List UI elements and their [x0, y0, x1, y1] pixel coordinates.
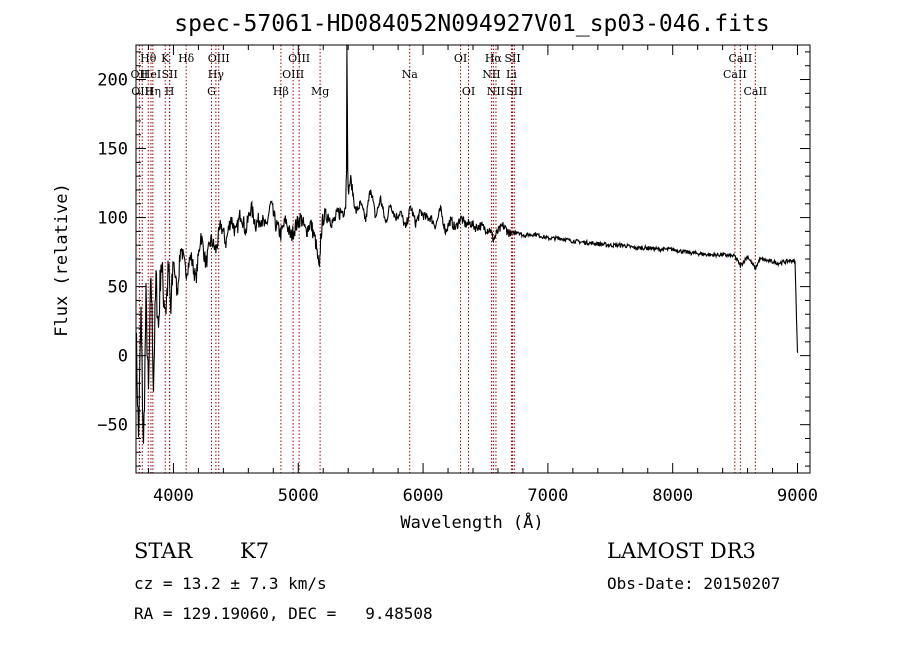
x-tick-label: 6000 — [403, 486, 444, 506]
y-tick-label: −50 — [97, 416, 128, 436]
x-axis-label: Wavelength (Å) — [400, 511, 543, 533]
line-label-25: CaII — [729, 52, 753, 65]
y-tick-label: 0 — [118, 347, 128, 367]
line-label-23: Li — [506, 68, 517, 81]
line-label-20: NII — [482, 68, 500, 81]
spectrum-line — [135, 44, 799, 444]
x-tick-label: 5000 — [278, 486, 319, 506]
x-axis: 4000 5000 6000 7000 8000 9000 — [147, 45, 818, 506]
line-label-11: G — [207, 85, 216, 98]
line-label-2: OIII — [131, 85, 153, 98]
object-subclass: K7 — [240, 539, 270, 563]
line-label-16: Na — [402, 68, 419, 81]
coordinates: RA = 129.19060, DEC = 9.48508 — [134, 604, 433, 623]
plot-frame — [135, 44, 811, 474]
y-axis: −50 0 50 100 150 200 — [97, 51, 810, 467]
line-label-6: SII — [162, 68, 178, 81]
obs-date: Obs-Date: 20150207 — [607, 574, 781, 593]
spectral-line-markers — [138, 45, 756, 473]
line-label-14: Hβ — [273, 85, 289, 98]
line-label-15: Mg — [311, 85, 329, 98]
line-label-9: OIII — [208, 52, 230, 65]
line-label-5: K — [161, 52, 170, 65]
line-label-1: OII — [131, 68, 149, 81]
line-label-18: OI — [462, 85, 475, 98]
y-tick-label: 150 — [97, 140, 128, 160]
chart-title: spec-57061-HD084052N094927V01_sp03-046.f… — [174, 11, 769, 37]
x-tick-label: 8000 — [652, 486, 693, 506]
line-label-17: OI — [454, 52, 467, 65]
line-label-22: SII — [504, 52, 520, 65]
line-label-13: OIII — [282, 68, 304, 81]
line-label-19: Hα — [485, 52, 503, 65]
line-label-24: SII — [506, 85, 522, 98]
line-label-12: OIII — [288, 52, 310, 65]
survey-name: LAMOST DR3 — [607, 539, 756, 563]
spectral-line-labels: Hθ OII OIII HeI Hη K SII H Hδ OIII Hγ G OIII OIII Hβ Mg… — [131, 52, 768, 98]
y-axis-label: Flux (relative) — [52, 183, 72, 337]
x-tick-label: 7000 — [527, 486, 568, 506]
x-tick-label: 9000 — [777, 486, 818, 506]
line-label-27: CaII — [743, 85, 767, 98]
line-label-21: NII — [487, 85, 505, 98]
line-label-10: Hγ — [208, 68, 225, 81]
x-tick-label: 4000 — [153, 486, 194, 506]
y-tick-label: 100 — [97, 209, 128, 229]
line-label-26: CaII — [723, 68, 747, 81]
object-type: STAR — [134, 539, 193, 563]
y-tick-label: 50 — [108, 278, 128, 298]
line-label-7: H — [165, 85, 175, 98]
y-tick-label: 200 — [97, 71, 128, 91]
line-label-4: Hη — [145, 85, 161, 98]
line-label-8: Hδ — [178, 52, 195, 65]
line-label-0: Hθ — [140, 52, 157, 65]
redshift-cz: cz = 13.2 ± 7.3 km/s — [134, 574, 327, 593]
line-label-3: HeI — [141, 68, 161, 81]
